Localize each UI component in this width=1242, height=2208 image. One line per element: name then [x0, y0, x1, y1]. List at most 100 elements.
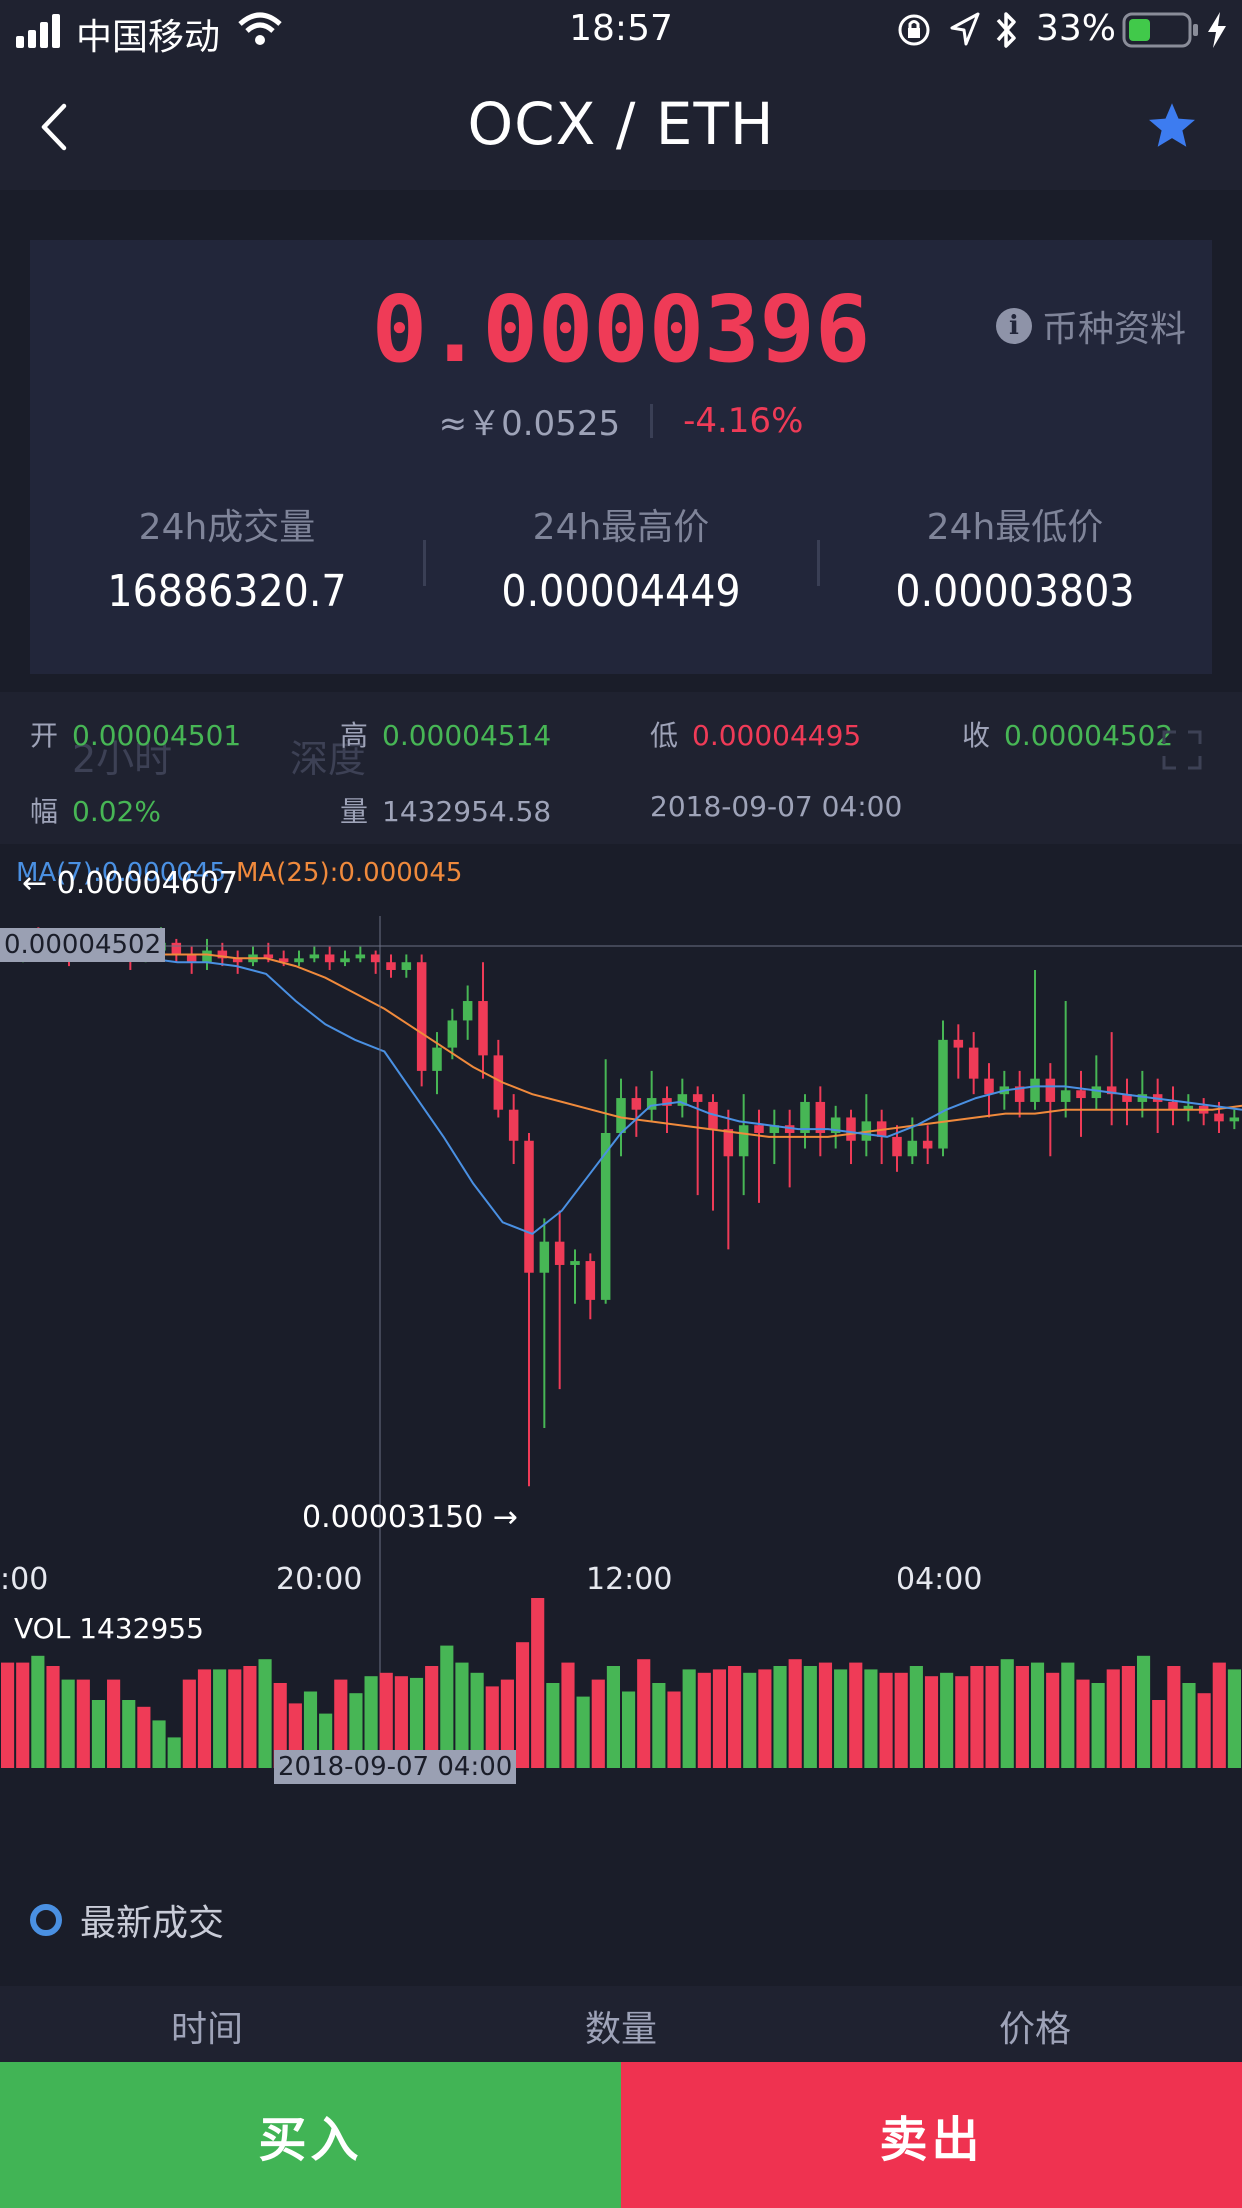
candle-body: [186, 954, 197, 963]
volume-bar: [1030, 1662, 1045, 1768]
star-icon[interactable]: [1146, 100, 1198, 152]
x-tick-label: 20:00: [276, 1562, 363, 1597]
last-price: 0.0000396: [371, 276, 871, 383]
candle-body: [1137, 1094, 1148, 1102]
tab-2h[interactable]: 2小时: [72, 737, 173, 781]
volume-bar: [758, 1669, 772, 1768]
volume-bar: [970, 1666, 984, 1768]
info-icon: i: [995, 308, 1032, 344]
candle-body: [1045, 1078, 1056, 1102]
candle-body: [232, 958, 243, 963]
volume-bar: [485, 1686, 499, 1768]
charging-bolt-icon: [1208, 12, 1226, 48]
ring-icon: [30, 1904, 62, 1936]
col-price: 价格: [998, 2009, 1071, 2050]
ohlc-open: 开 0.00004501: [30, 719, 242, 752]
x-tick-label: 12:00: [586, 1562, 673, 1597]
candle-body: [217, 950, 228, 959]
candle-body: [968, 1047, 979, 1079]
back-chevron-icon[interactable]: [36, 100, 76, 154]
status-bar: 中国移动 18:57 33%: [0, 0, 1242, 62]
ohlc-panel: [0, 692, 1242, 844]
candle-body: [953, 1039, 964, 1048]
low-marker: 0.00003150 →: [302, 1500, 518, 1535]
stat-value: 16886320.7: [107, 566, 347, 617]
volume-bar: [849, 1662, 863, 1768]
volume-bar: [349, 1693, 363, 1768]
volume-bar: [1121, 1666, 1135, 1768]
candle-body: [708, 1101, 718, 1130]
latest-trades-title: 最新成交: [30, 1894, 224, 1946]
volume-bar: [1015, 1666, 1029, 1768]
stat-label: 24h最高价: [532, 507, 710, 548]
volume-bar: [591, 1679, 605, 1768]
candle-body: [539, 1241, 550, 1273]
volume-bar: [152, 1720, 166, 1768]
candle-body: [508, 1109, 519, 1141]
candle-body: [769, 1125, 780, 1133]
candle-body: [493, 1055, 504, 1110]
volume-bar: [228, 1669, 242, 1768]
nav-bar: OCX / ETH: [0, 62, 1242, 190]
clock: 18:57: [569, 8, 673, 49]
volume-bar: [16, 1662, 30, 1768]
ma7-legend: MA(7):0.000045: [16, 858, 226, 888]
candle-body: [922, 1140, 933, 1149]
candle-body: [892, 1136, 902, 1157]
volume-bar: [137, 1706, 151, 1768]
candle-body: [401, 962, 412, 970]
buy-button[interactable]: 买入: [0, 2062, 621, 2208]
stat-label: 24h最低价: [926, 507, 1104, 548]
volume-bar: [576, 1696, 590, 1768]
candle-body: [171, 942, 182, 955]
sell-button[interactable]: 卖出: [621, 2062, 1242, 2208]
volume-bar: [894, 1672, 908, 1768]
ma25-line: [0, 949, 1242, 1138]
volume-bar: [394, 1676, 408, 1768]
candle-body: [1214, 1113, 1224, 1122]
tab-depth[interactable]: 深度: [290, 737, 367, 781]
carrier-name: 中国移动: [76, 17, 221, 58]
candle-body: [692, 1094, 703, 1102]
volume-bar: [197, 1669, 212, 1768]
col-amount: 数量: [584, 2009, 657, 2050]
volume-bar: [818, 1662, 833, 1768]
ohlc-low: 低 0.00004495: [650, 719, 862, 752]
stat-low: 24h最低价 0.00003803: [818, 498, 1212, 617]
volume-bar: [712, 1669, 727, 1768]
candle-body: [984, 1078, 994, 1095]
ohlc-datetime: 2018-09-07 04:00: [650, 790, 903, 823]
ohlc-high: 高 0.00004514: [340, 719, 552, 752]
volume-bar: [1061, 1662, 1075, 1768]
volume-bar: [1091, 1683, 1105, 1768]
candle-body: [1091, 1086, 1102, 1099]
volume-bar: [743, 1672, 757, 1768]
candle-body: [846, 1117, 856, 1141]
ticker-card: 0.0000396 i 币种资料 ≈￥0.0525 -4.16% 24h成交量 …: [30, 240, 1212, 674]
candle-body: [386, 962, 396, 970]
candle-body: [278, 958, 289, 963]
volume-bar: [440, 1645, 454, 1768]
candle-body: [677, 1094, 688, 1106]
candle-body: [1030, 1078, 1040, 1102]
volume-bar: [46, 1666, 60, 1768]
volume-bar: [409, 1677, 424, 1768]
candle-body: [1229, 1117, 1240, 1122]
candle-body: [646, 1098, 657, 1110]
volume-bar: [1, 1662, 15, 1768]
crosshair-date-tag: 2018-09-07 04:00: [274, 1750, 517, 1784]
fullscreen-icon[interactable]: [1162, 730, 1202, 770]
volume-bar: [107, 1679, 121, 1768]
cny-price: ≈￥0.0525: [438, 404, 621, 444]
candle-body: [738, 1125, 749, 1157]
coin-info-button[interactable]: i 币种资料: [995, 300, 1186, 352]
candle-body: [447, 1020, 458, 1048]
candle-body: [585, 1261, 596, 1300]
volume-bar: [258, 1659, 272, 1768]
volume-bar: [122, 1700, 136, 1768]
volume-bar: [606, 1666, 620, 1768]
volume-bar: [91, 1700, 106, 1768]
volume-bar: [273, 1683, 287, 1768]
candle-body: [416, 962, 427, 1071]
ohlc-amplitude: 幅 0.02%: [30, 795, 161, 828]
